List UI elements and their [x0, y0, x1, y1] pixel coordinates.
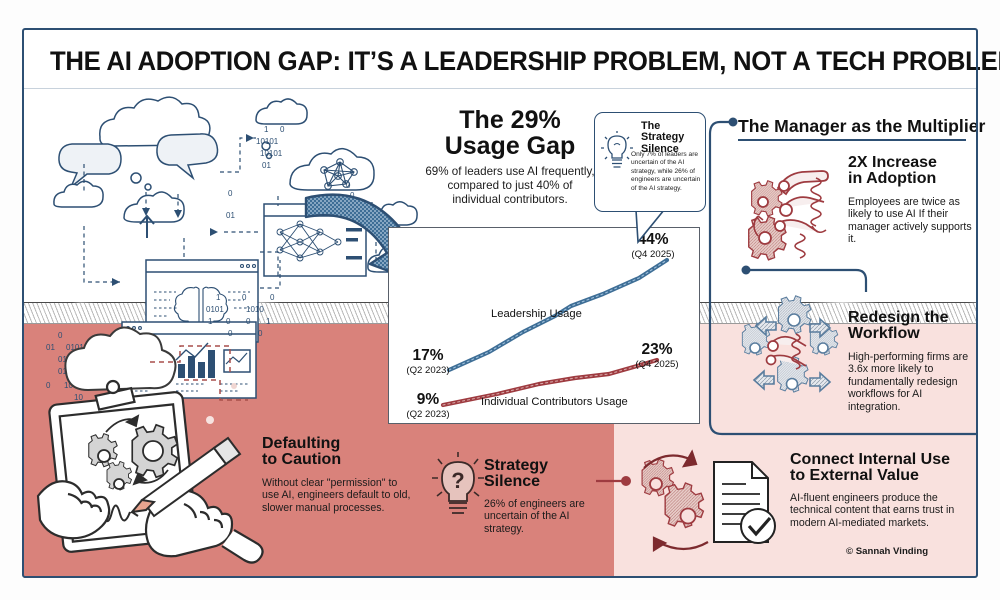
- svg-text:1: 1: [216, 293, 221, 302]
- ic-end-pct: 23%: [641, 341, 673, 358]
- redesign-heading-line2: Workflow: [848, 325, 920, 343]
- connect-heading-line1: Connect Internal Use: [790, 451, 951, 468]
- defaulting-heading-line2: to Caution: [262, 451, 342, 469]
- connect-heading: Connect Internal Use to External Value: [790, 451, 980, 485]
- leadership-end-value: 44% (Q4 2025): [621, 232, 685, 260]
- leadership-end-quarter: (Q4 2025): [631, 248, 675, 260]
- silence-body: 26% of engineers are uncertain of the AI…: [484, 498, 585, 535]
- svg-text:1: 1: [266, 317, 271, 326]
- callout-heading-line2: Silence: [641, 142, 679, 155]
- increase-heading-line1: 2X Increase: [848, 154, 937, 171]
- document-check-gears-icon: [641, 449, 776, 553]
- strategy-silence-callout: The Strategy Silence Only 7% of leaders …: [594, 112, 706, 212]
- defaulting-heading: Defaulting to Caution: [262, 435, 412, 469]
- usage-gap-heading-line2: Usage Gap: [444, 131, 576, 160]
- callout-heading-line1: The Strategy: [641, 120, 685, 144]
- leadership-start-quarter: (Q2 2023): [406, 364, 450, 376]
- svg-text:0: 0: [350, 191, 355, 200]
- leadership-start-pct: 17%: [412, 347, 444, 364]
- svg-text:1: 1: [208, 317, 213, 326]
- gears-cycle-icon: [741, 295, 839, 393]
- silence-heading-line1: Strategy: [484, 457, 549, 474]
- svg-text:10: 10: [74, 393, 83, 402]
- svg-text:0: 0: [46, 381, 51, 390]
- usage-line-chart: [440, 257, 670, 408]
- svg-text:0: 0: [228, 329, 233, 338]
- right-panel-divider: [738, 139, 966, 141]
- usage-gap-block: The 29% Usage Gap 69% of leaders use AI …: [424, 106, 596, 207]
- increase-heading: 2X Increase in Adoption: [848, 154, 970, 188]
- gears-lever-spring-icon: [748, 170, 829, 261]
- svg-text:1010: 1010: [246, 305, 264, 314]
- svg-text:0: 0: [346, 181, 351, 190]
- increase-heading-line2: in Adoption: [848, 170, 937, 188]
- silence-heading: Strategy Silence: [484, 457, 596, 491]
- redesign-heading-line1: Redesign the: [848, 309, 949, 326]
- silence-heading-line2: Silence: [484, 473, 541, 491]
- defaulting-heading-line1: Defaulting: [262, 435, 341, 452]
- svg-text:0: 0: [226, 317, 231, 326]
- right-panel-connector: [708, 117, 976, 436]
- svg-text:01: 01: [262, 161, 271, 170]
- silence-connector: [596, 476, 631, 486]
- defaulting-body: Without clear "permission" to use AI, en…: [262, 477, 411, 514]
- connect-heading-line2: to External Value: [790, 467, 919, 485]
- leadership-end-pct: 44%: [637, 231, 669, 248]
- leadership-start-value: 17% (Q2 2023): [398, 348, 458, 376]
- svg-text:0: 0: [58, 331, 63, 340]
- svg-text:1: 1: [264, 125, 269, 134]
- svg-text:0101: 0101: [66, 343, 84, 352]
- usage-gap-heading-line1: The 29%: [459, 106, 561, 134]
- redesign-heading: Redesign the Workflow: [848, 309, 974, 343]
- ic-end-value: 23% (Q4 2025): [625, 342, 689, 370]
- svg-text:0: 0: [242, 293, 247, 302]
- credit: © Sannah Vinding: [846, 546, 929, 557]
- ic-start-quarter: (Q2 2023): [406, 408, 450, 420]
- svg-text:0: 0: [246, 317, 251, 326]
- connect-body: AI-fluent engineers produce the technica…: [790, 492, 955, 529]
- callout-body: Only 7% of leaders are uncertain of the …: [631, 151, 701, 192]
- svg-text:10101: 10101: [260, 149, 283, 158]
- svg-text:0101: 0101: [206, 305, 224, 314]
- svg-text:01: 01: [58, 355, 67, 364]
- leadership-series-label: Leadership Usage: [491, 308, 582, 320]
- usage-chart-card: Leadership Usage Individual Contributors…: [388, 227, 700, 424]
- lightbulb-question-icon: ?: [432, 452, 484, 514]
- title-divider: [24, 88, 976, 89]
- individual-contributors-series-label: Individual Contributors Usage: [481, 396, 628, 408]
- callout-heading: The Strategy Silence: [641, 120, 703, 155]
- svg-text:?: ?: [451, 468, 464, 493]
- svg-text:10101: 10101: [256, 137, 279, 146]
- svg-text:0: 0: [258, 329, 263, 338]
- right-panel-title: The Manager as the Multiplier: [738, 116, 986, 136]
- ic-start-pct: 9%: [416, 391, 440, 408]
- callout-tail: [635, 208, 666, 245]
- svg-text:0: 0: [280, 125, 285, 134]
- svg-text:01: 01: [58, 367, 67, 376]
- ic-start-value: 9% (Q2 2023): [398, 392, 458, 420]
- svg-text:01: 01: [226, 211, 235, 220]
- ic-end-quarter: (Q4 2025): [635, 358, 679, 370]
- redesign-body: High-performing firms are 3.6x more like…: [848, 351, 969, 413]
- page-title: THE AI ADOPTION GAP: IT’S A LEADERSHIP P…: [50, 46, 1000, 76]
- svg-text:01: 01: [46, 343, 55, 352]
- clipboard-hands-icon: [36, 326, 264, 564]
- increase-body: Employees are twice as likely to use AI …: [848, 196, 972, 246]
- svg-text:0: 0: [270, 293, 275, 302]
- lightbulb-icon: [601, 131, 633, 168]
- usage-gap-body: 69% of leaders use AI frequently, compar…: [425, 165, 595, 206]
- svg-text:0: 0: [228, 189, 233, 198]
